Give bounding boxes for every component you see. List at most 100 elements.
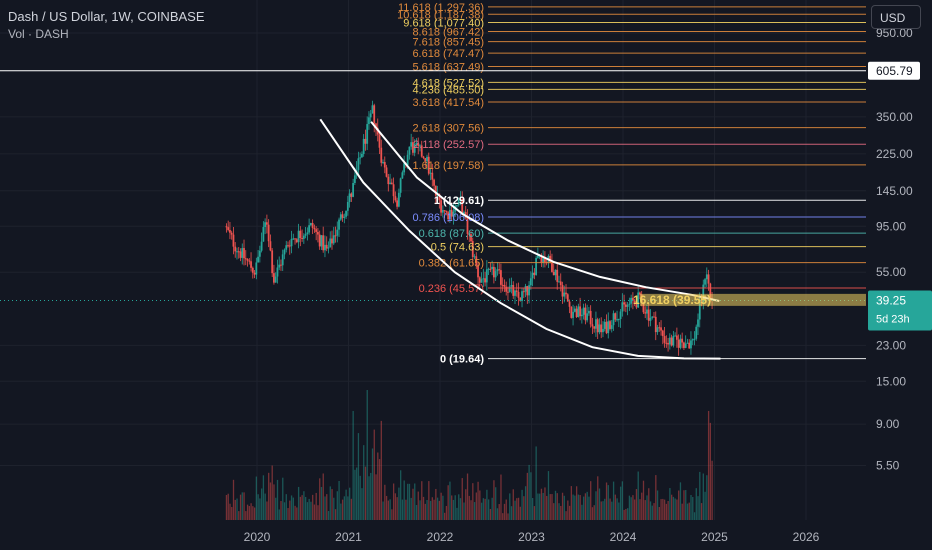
candle-body <box>232 234 235 247</box>
volume-bar <box>306 502 309 520</box>
marked-level-badge <box>868 61 920 80</box>
candle-body <box>361 153 363 158</box>
volume-bar <box>350 498 353 520</box>
candle-body <box>433 179 435 186</box>
volume-bar <box>285 494 287 520</box>
candle-body <box>702 284 705 303</box>
volume-bar <box>502 513 504 520</box>
volume-bar <box>632 495 634 520</box>
volume-bar <box>635 489 638 520</box>
price-tick-label: 23.00 <box>876 338 906 352</box>
candle-body <box>475 256 478 266</box>
lower-curve-line[interactable] <box>319 118 721 360</box>
volume-bar <box>392 483 395 520</box>
volume-indicator-label[interactable]: Vol · DASH <box>8 27 69 41</box>
fib-level-label: 0 (19.64) <box>440 354 484 366</box>
volume-bar <box>248 506 250 520</box>
volume-bar <box>685 490 687 520</box>
volume-bar <box>507 513 509 520</box>
volume-bar <box>436 497 439 520</box>
volume-bar <box>400 470 402 520</box>
volume-bar <box>523 496 525 520</box>
volume-bar <box>509 493 511 520</box>
candle-body <box>309 223 312 226</box>
candle-body <box>390 182 393 185</box>
volume-bar <box>239 494 242 520</box>
volume-bar <box>273 484 275 520</box>
candle-body <box>265 222 268 225</box>
candle-body <box>322 235 325 251</box>
volume-bar <box>572 494 574 520</box>
annotation-band[interactable] <box>640 293 866 306</box>
candle-body <box>378 134 381 148</box>
candle-body <box>535 257 538 275</box>
candle-body <box>250 261 252 268</box>
volume-bar <box>565 511 567 520</box>
candle-body <box>327 247 330 249</box>
candle-body <box>554 269 557 276</box>
fib-level-label: 11.618 (1,297.36) <box>398 2 484 14</box>
candle-body <box>628 303 631 305</box>
candle-body <box>660 327 662 331</box>
price-tick-label: 9.00 <box>876 417 900 431</box>
volume-bar <box>637 471 639 520</box>
volume-bar <box>463 502 465 520</box>
current-price-badge[interactable] <box>868 290 932 331</box>
candle-body <box>403 163 406 173</box>
volume-bar <box>630 497 632 520</box>
volume-bar <box>283 502 286 520</box>
volume-bar <box>243 492 245 520</box>
fib-level-label: 1.618 (197.58) <box>412 160 484 172</box>
volume-bar <box>396 497 398 520</box>
volume-bar <box>575 486 578 520</box>
candle-body <box>580 314 583 317</box>
volume-bar <box>297 486 300 520</box>
candle-body <box>510 285 513 287</box>
price-axis[interactable] <box>866 0 932 550</box>
volume-bar <box>547 471 550 520</box>
time-tick-label: 2025 <box>701 530 728 544</box>
volume-bar <box>707 410 710 520</box>
candle-body <box>623 302 625 305</box>
candle-body <box>707 274 710 284</box>
volume-bar <box>336 491 338 520</box>
volume-bar <box>697 496 699 520</box>
volume-bar <box>699 471 701 520</box>
candle-body <box>348 193 351 203</box>
volume-bar <box>611 501 613 520</box>
candle-body <box>406 154 409 166</box>
volume-bar <box>472 483 474 520</box>
time-tick-label: 2024 <box>610 530 637 544</box>
candle-body <box>496 269 499 272</box>
candle-body <box>253 272 256 275</box>
candle-body <box>533 272 536 275</box>
fib-level-label: 2.118 (252.57) <box>413 139 484 151</box>
volume-bar <box>231 507 233 520</box>
price-tick-label: 350.00 <box>876 110 913 124</box>
candle-body <box>382 162 384 164</box>
candle-body <box>603 321 606 329</box>
volume-bar <box>482 498 485 520</box>
volume-bar <box>449 481 451 520</box>
candle-body <box>448 209 451 220</box>
volume-bar <box>387 500 390 520</box>
volume-bar <box>711 460 713 520</box>
volume-bar <box>493 480 495 520</box>
volume-bar <box>679 482 682 520</box>
candle-body <box>672 335 675 346</box>
currency-button[interactable]: USD <box>871 5 921 29</box>
volume-bar <box>264 493 266 520</box>
candle-body <box>306 232 309 235</box>
candle-body <box>631 297 634 301</box>
candle-body <box>668 337 671 345</box>
volume-bar <box>597 476 599 520</box>
candle-body <box>325 244 328 249</box>
candle-body <box>410 142 413 147</box>
candle-body <box>582 307 585 315</box>
candle-body <box>392 184 395 197</box>
upper-curve-line[interactable] <box>370 121 720 302</box>
candle-body <box>500 270 502 285</box>
volume-bar <box>389 499 391 520</box>
volume-bar <box>341 499 344 520</box>
